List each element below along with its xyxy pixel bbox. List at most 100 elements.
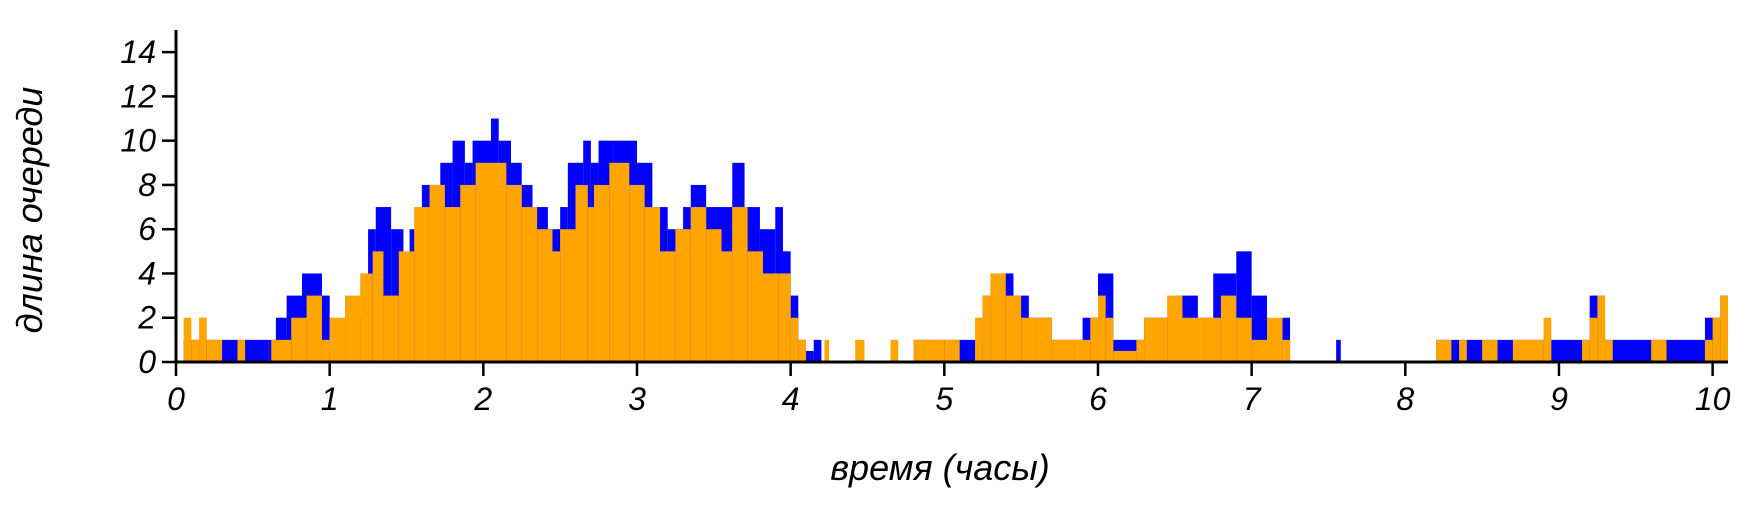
series-2-step-bar xyxy=(1720,295,1728,362)
series-2-step-bar xyxy=(975,317,983,362)
series-2-step-bar xyxy=(1597,295,1606,362)
x-tick-label: 2 xyxy=(473,381,492,417)
series-2-step-bar xyxy=(944,339,960,362)
x-axis-title: время (часы) xyxy=(830,447,1049,488)
y-ticks: 0 2 4 6 8 10 12 14 xyxy=(120,34,176,380)
series-2-step-bar xyxy=(1021,317,1037,362)
series-2-step-bar xyxy=(429,184,445,362)
series-2-step-bar xyxy=(1113,350,1137,362)
series-2-step-bar xyxy=(1097,295,1106,362)
series-2-step-bar xyxy=(1436,339,1452,362)
series-2-step-bar xyxy=(1182,317,1206,362)
series-2-step-bar xyxy=(398,251,415,362)
series-2-step-bar xyxy=(1267,317,1283,362)
series-1-step-bar xyxy=(806,350,814,362)
series-2-step-bar xyxy=(747,251,763,362)
y-tick-label: 4 xyxy=(138,255,156,291)
y-tick-label: 14 xyxy=(120,34,156,70)
series-2-step-bar xyxy=(552,251,561,362)
x-tick-label: 0 xyxy=(167,381,185,417)
series-2-step-bar xyxy=(291,317,307,362)
series-2-step-bar xyxy=(506,184,522,362)
series-2-step-bar xyxy=(345,295,361,362)
series-2-step-bar xyxy=(1482,339,1498,362)
series-2-step-bar xyxy=(1220,295,1237,362)
series-2-step-bar xyxy=(1582,339,1590,362)
series-2-step-bar xyxy=(1136,339,1145,362)
series-2-step-bar xyxy=(1051,339,1075,362)
series-1-step-bar xyxy=(1551,339,1590,362)
series-2-step-bar xyxy=(306,295,322,362)
axes xyxy=(174,30,1728,364)
series-2-step-bar xyxy=(1144,317,1168,362)
series-2-step-bar xyxy=(199,317,207,362)
series-2-step-bar xyxy=(890,339,899,362)
series-2-step-bar xyxy=(383,295,399,362)
series-2-step-bar xyxy=(855,339,865,362)
series-2-step-bar xyxy=(790,317,799,362)
x-tick-label: 9 xyxy=(1550,381,1568,417)
series-2-step-bar xyxy=(913,339,945,362)
series-2-step-bar xyxy=(560,229,576,362)
y-tick-label: 12 xyxy=(120,78,156,114)
series-2-step-bar xyxy=(660,251,676,362)
series-2-step-bar xyxy=(360,273,373,362)
series-2-step-bar xyxy=(475,162,492,362)
series-1-step-bar xyxy=(813,339,822,362)
series-2-step-bar xyxy=(372,251,384,362)
x-tick-label: 4 xyxy=(782,381,800,417)
y-tick-label: 6 xyxy=(138,211,156,247)
series-2-step-bar xyxy=(593,184,610,362)
x-tick-label: 1 xyxy=(321,381,339,417)
series-2-step-bar xyxy=(1704,339,1713,362)
series-2-step-bar xyxy=(762,273,779,362)
series-2-step-bar xyxy=(1543,317,1552,362)
series-2-step-bar xyxy=(721,251,733,362)
series-2-step-bar xyxy=(575,184,588,362)
y-tick-label: 10 xyxy=(120,123,156,159)
series-2-step-bar xyxy=(1282,339,1291,362)
series-1-step-bar xyxy=(321,295,330,362)
series-2-step-bar xyxy=(321,339,330,362)
x-tick-label: 10 xyxy=(1695,381,1731,417)
series-2-step-bar xyxy=(1712,317,1721,362)
series-2-step-bar xyxy=(778,273,791,362)
series-2-step-bar xyxy=(237,339,246,362)
y-tick-label: 8 xyxy=(138,167,156,203)
series-2-step-bar xyxy=(206,339,223,362)
series-2-step-bar xyxy=(1005,295,1022,362)
series-2-step-bar xyxy=(460,184,476,362)
series-2-step-bar xyxy=(798,339,807,362)
series-2-step-bar xyxy=(414,207,430,362)
series-2-step-bar xyxy=(444,207,461,362)
series-1-step-bar xyxy=(1605,339,1659,362)
series-2-step-bar xyxy=(329,317,346,362)
series-2-step-bar xyxy=(609,162,630,362)
series-2-step-bar xyxy=(982,295,991,362)
series-2-step-bar xyxy=(1205,317,1221,362)
series-2-step-bar xyxy=(1074,339,1091,362)
series-2-step-bar xyxy=(1036,317,1052,362)
series-2-step-bar xyxy=(1167,295,1183,362)
x-tick-label: 7 xyxy=(1243,381,1262,417)
series-2-step-bar xyxy=(824,339,830,362)
series-2-step-bar xyxy=(644,207,661,362)
series-2-step-bar xyxy=(191,339,200,362)
y-axis-title: длина очереди xyxy=(9,87,50,334)
series-2-step-bar xyxy=(491,162,507,362)
x-tick-label: 8 xyxy=(1396,381,1414,417)
series-2-step-bar xyxy=(1589,317,1598,362)
series-2-step-bar xyxy=(1512,339,1544,362)
series-2-step-bar xyxy=(706,229,722,362)
series-2-step-bar xyxy=(690,207,707,362)
series-2-step-bar xyxy=(675,229,691,362)
series-1-step-bar xyxy=(1336,339,1341,362)
series-2-step-bar xyxy=(271,339,292,362)
y-tick-label: 2 xyxy=(137,300,156,336)
series-2-step-bar xyxy=(1459,339,1467,362)
x-tick-label: 6 xyxy=(1089,381,1107,417)
series-2-step-bar xyxy=(732,207,748,362)
x-tick-label: 5 xyxy=(935,381,953,417)
series-2-step-bar xyxy=(1651,339,1667,362)
